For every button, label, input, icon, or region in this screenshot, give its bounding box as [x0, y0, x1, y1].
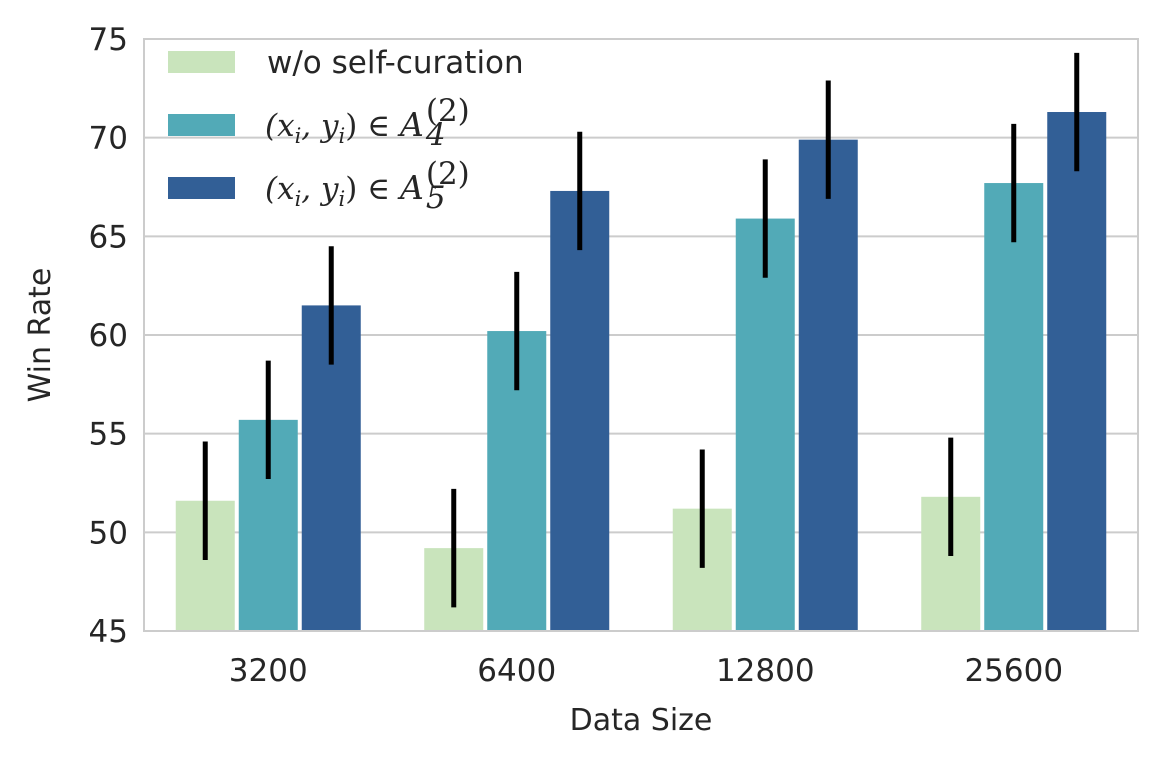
x-tick-label: 12800 — [716, 653, 815, 689]
y-tick-label: 55 — [89, 417, 128, 453]
y-tick-label: 50 — [89, 515, 128, 551]
legend-superscript: (2) — [426, 156, 470, 192]
legend-label: w/o self-curation — [267, 45, 524, 81]
x-tick-label: 3200 — [229, 653, 308, 689]
legend-swatch — [168, 177, 235, 199]
legend-label: (xi, yi) ∈ A — [265, 168, 424, 211]
x-tick-labels: 3200 6400 12800 25600 — [229, 653, 1063, 689]
plot-frame — [143, 38, 1139, 632]
y-tick-label: 70 — [89, 121, 128, 157]
legend: w/o self-curation(xi, yi) ∈ A (2)4(xi, yi… — [168, 45, 524, 216]
legend-swatch — [168, 114, 235, 136]
y-axis-label: Win Rate — [23, 268, 58, 403]
bar — [550, 190, 610, 632]
legend-subscript: 4 — [425, 117, 446, 153]
bar — [798, 139, 858, 631]
legend-swatch — [168, 51, 235, 73]
x-tick-label: 25600 — [964, 653, 1063, 689]
error-bars — [202, 52, 1080, 608]
legend-label: (xi, yi) ∈ A — [265, 105, 424, 148]
legend-superscript: (2) — [426, 93, 470, 129]
y-tick-label: 60 — [89, 318, 128, 354]
y-tick-labels: 45 50 55 60 65 70 75 — [89, 22, 128, 650]
bar — [1047, 112, 1107, 632]
y-tick-label: 65 — [89, 219, 128, 255]
x-tick-label: 6400 — [477, 653, 556, 689]
bar — [984, 183, 1044, 631]
legend-subscript: 5 — [426, 180, 446, 216]
y-tick-label: 75 — [89, 22, 128, 58]
y-tick-label: 45 — [89, 614, 128, 650]
x-axis-label: Data Size — [570, 703, 713, 738]
bar — [735, 218, 795, 631]
